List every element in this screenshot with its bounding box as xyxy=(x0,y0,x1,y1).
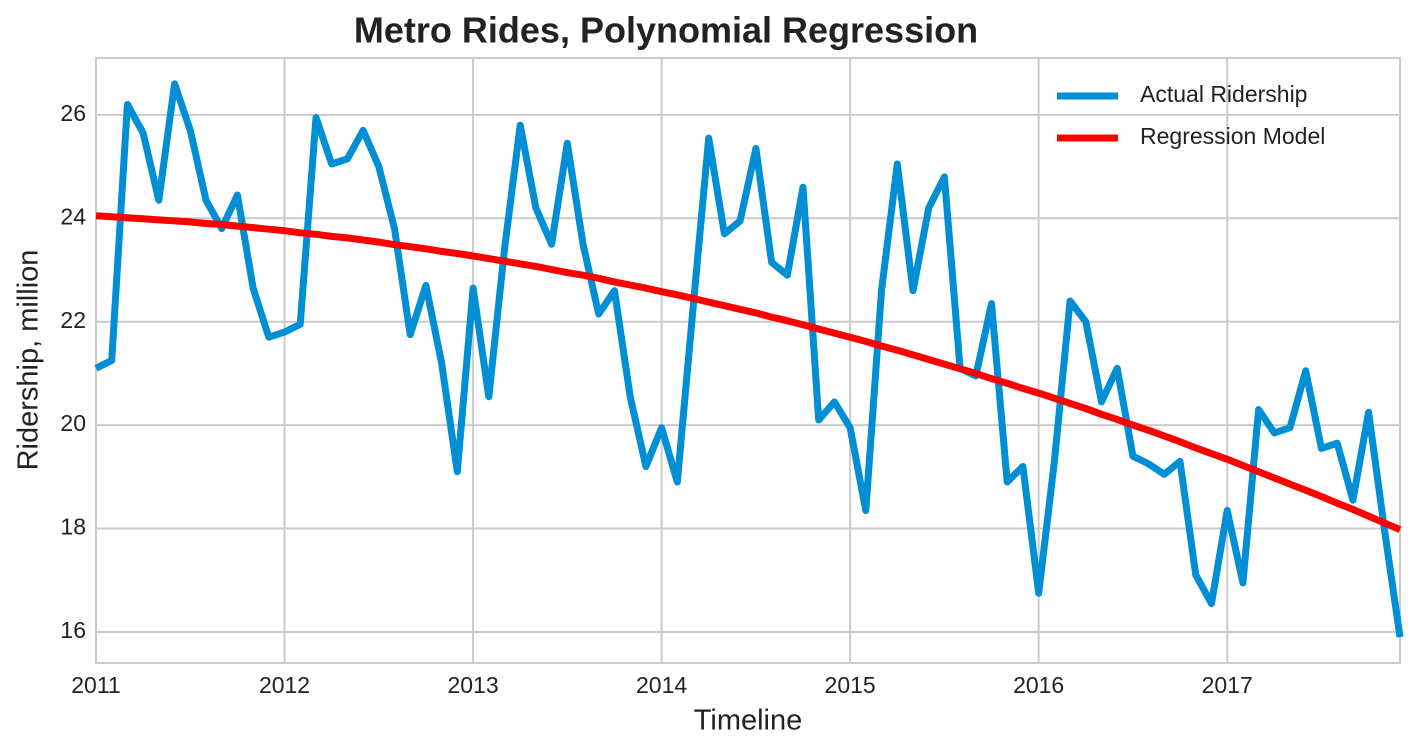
x-tick-label: 2015 xyxy=(825,672,876,698)
x-axis-label: Timeline xyxy=(694,705,803,737)
chart-title: Metro Rides, Polynomial Regression xyxy=(354,10,978,51)
x-tick-label: 2011 xyxy=(71,672,120,698)
x-tick-label: 2013 xyxy=(447,672,498,698)
y-axis-label: Ridership, million xyxy=(13,250,45,471)
y-tick-label: 22 xyxy=(60,307,86,333)
legend-label: Actual Ridership xyxy=(1140,81,1307,107)
series-line xyxy=(95,212,1402,533)
x-tick-label: 2017 xyxy=(1202,672,1253,698)
series-line xyxy=(94,80,1404,638)
lines xyxy=(94,80,1404,638)
x-tick-label: 2014 xyxy=(636,672,687,698)
legend-label: Regression Model xyxy=(1140,123,1325,149)
y-tick-label: 24 xyxy=(60,203,86,229)
y-tick-label: 16 xyxy=(60,617,86,643)
legend: Actual Ridership Regression Model xyxy=(1057,81,1325,149)
x-tick-label: 2012 xyxy=(259,672,310,698)
plot-frame xyxy=(95,57,1401,664)
y-tick-label: 18 xyxy=(60,514,86,540)
grid xyxy=(95,58,1400,663)
x-tick-label: 2016 xyxy=(1013,672,1064,698)
y-tick-label: 26 xyxy=(60,100,86,126)
y-tick-label: 20 xyxy=(60,410,86,436)
